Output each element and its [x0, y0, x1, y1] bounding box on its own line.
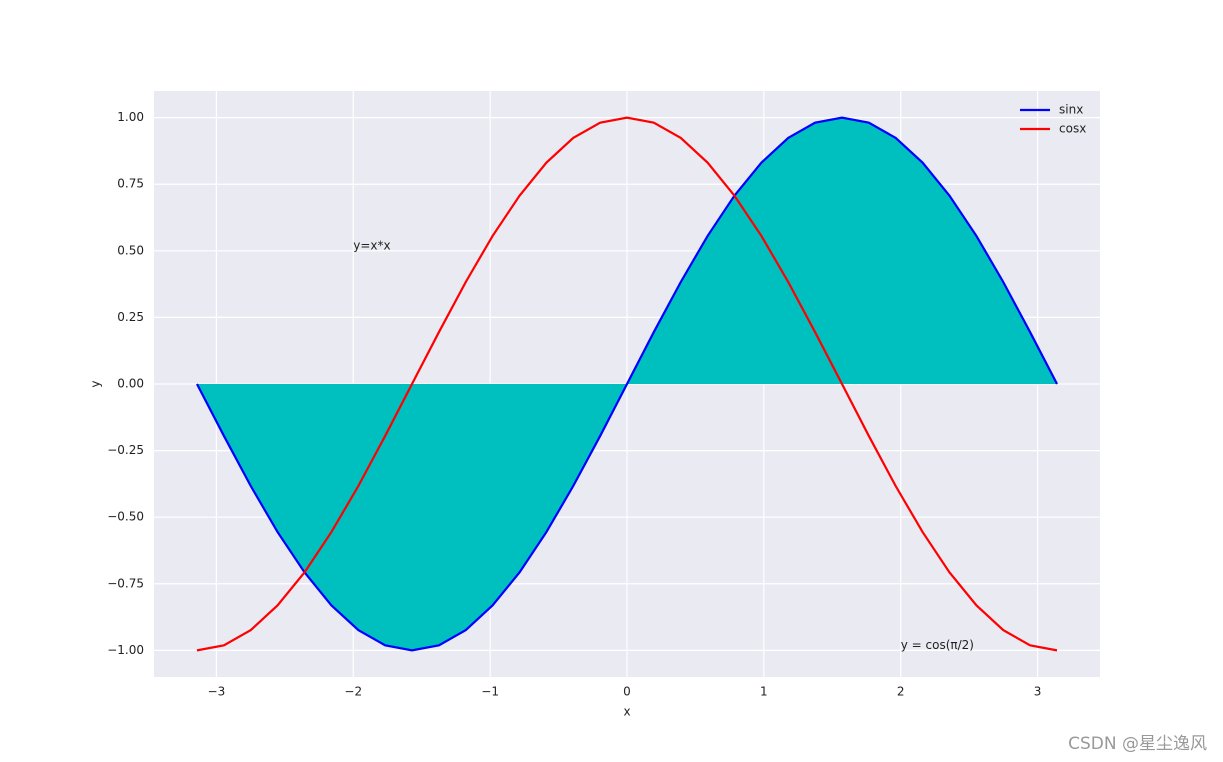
legend-label: cosx	[1059, 122, 1086, 136]
y-tick-label: 0.75	[117, 177, 144, 191]
line	[195, 116, 1059, 652]
annotation: y=x*x	[353, 238, 390, 252]
y-tick-label: −1.00	[107, 643, 144, 657]
watermark: CSDN @星尘逸风	[1068, 734, 1207, 754]
y-tick-label: 1.00	[117, 110, 144, 124]
x-tick-label: 1	[760, 685, 768, 699]
x-tick-label: 3	[1034, 685, 1042, 699]
annotation: y = cos(π/2)	[901, 638, 974, 652]
x-axis-label: x	[623, 705, 630, 719]
y-tick-label: −0.75	[107, 576, 144, 590]
x-tick-label: 0	[623, 685, 631, 699]
y-tick-label: −0.25	[107, 443, 144, 457]
x-tick-label: −2	[344, 685, 362, 699]
x-tick-label: −3	[208, 685, 226, 699]
y-tick-label: 0.25	[117, 310, 144, 324]
y-tick-label: 0.00	[117, 377, 144, 391]
line	[196, 116, 1058, 652]
y-tick-label: −0.50	[107, 510, 144, 524]
x-tick-label: 2	[897, 685, 905, 699]
legend-label: sinx	[1059, 103, 1083, 117]
x-tick-label: −1	[481, 685, 499, 699]
y-tick-label: 0.50	[117, 243, 144, 257]
y-axis-label: y	[89, 380, 103, 387]
